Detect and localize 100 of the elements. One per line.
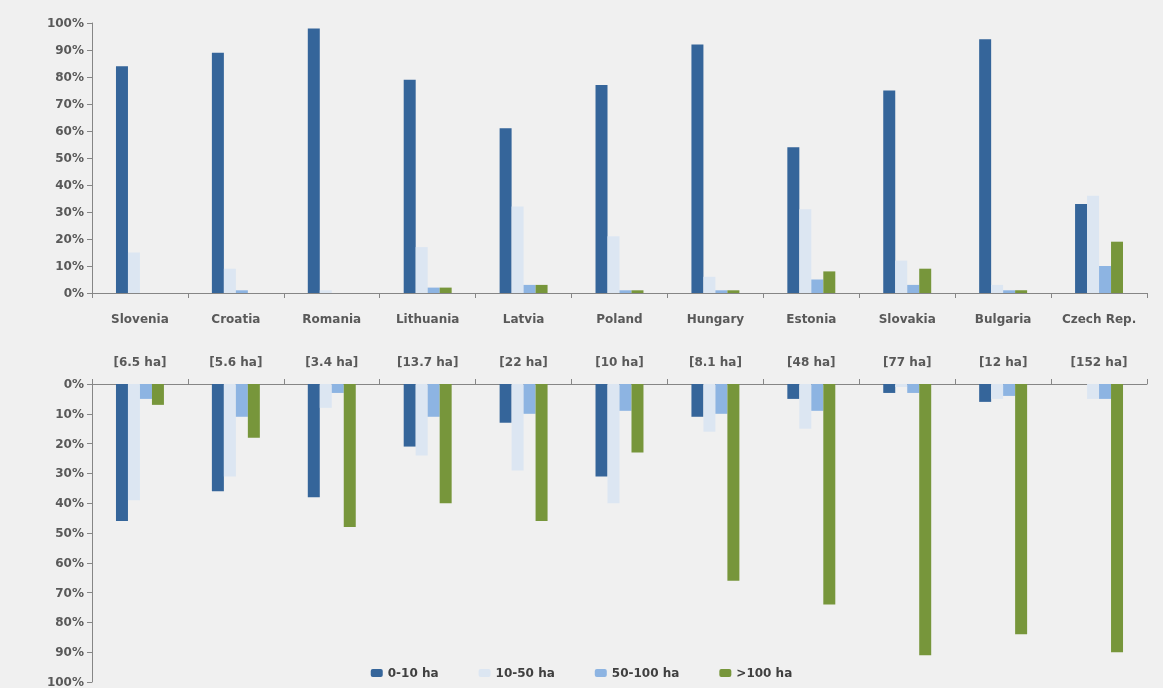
x-tick-label: Slovenia: [111, 312, 169, 326]
bar: [403, 384, 416, 447]
bar: [979, 39, 992, 293]
bar: [415, 247, 428, 293]
y-tick-label: 90%: [55, 43, 84, 57]
y-tick-label: 30%: [55, 205, 84, 219]
bar: [631, 384, 644, 453]
x-tick-label: [8.1 ha]: [688, 355, 742, 369]
bar: [235, 384, 248, 417]
bar: [427, 384, 440, 417]
bar: [1099, 266, 1112, 293]
bar: [991, 384, 1004, 399]
x-tick-label: [5.6 ha]: [209, 355, 263, 369]
bar: [619, 384, 632, 411]
bar: [895, 260, 908, 293]
y-tick-label: 0%: [63, 377, 84, 391]
bar: [1003, 384, 1016, 396]
bar: [727, 384, 740, 581]
bar: [1003, 290, 1016, 293]
bar: [799, 384, 812, 429]
legend-label: 50-100 ha: [611, 666, 680, 680]
bar: [1015, 384, 1028, 635]
bar: [211, 52, 224, 293]
x-tick-label: Latvia: [502, 312, 545, 326]
bar: [331, 384, 344, 393]
bar: [607, 236, 620, 293]
legend-label: 10-50 ha: [495, 666, 555, 680]
y-tick-label: 80%: [55, 70, 84, 84]
y-tick-label: 50%: [55, 151, 84, 165]
y-tick-label: 10%: [55, 259, 84, 273]
bar: [1087, 195, 1100, 293]
y-tick-label: 20%: [55, 232, 84, 246]
bar: [787, 384, 800, 399]
legend-label: 0-10 ha: [387, 666, 439, 680]
bar: [319, 384, 332, 408]
x-tick-label: [22 ha]: [499, 355, 548, 369]
bar: [127, 252, 140, 293]
bar: [787, 147, 800, 293]
bar: [907, 384, 920, 393]
bar: [235, 290, 248, 293]
bar: [499, 384, 512, 423]
bar: [811, 384, 824, 411]
y-tick-label: 20%: [55, 436, 84, 451]
bar: [883, 384, 896, 393]
bar: [1111, 384, 1124, 653]
x-tick-label: Bulgaria: [974, 312, 1032, 326]
y-tick-label: 0%: [63, 286, 84, 300]
bar: [439, 384, 452, 504]
bar: [1015, 290, 1028, 293]
y-tick-label: 10%: [55, 406, 84, 421]
y-tick-label: 90%: [55, 645, 84, 660]
y-tick-label: 30%: [55, 466, 84, 481]
x-tick-label: [12 ha]: [978, 355, 1028, 369]
y-tick-label: 100%: [46, 675, 84, 688]
x-tick-label: Czech Rep.: [1061, 312, 1137, 326]
bar: [619, 290, 632, 293]
x-tick-label: [152 ha]: [1070, 355, 1128, 369]
bar: [247, 384, 260, 438]
bar: [115, 384, 128, 522]
bar: [511, 206, 524, 293]
y-tick-label: 60%: [55, 124, 84, 138]
x-tick-label: [13.7 ha]: [396, 355, 459, 369]
bar: [415, 384, 428, 456]
bar: [919, 384, 932, 656]
x-tick-label: Poland: [596, 312, 643, 326]
bar: [1075, 203, 1088, 293]
bar: [523, 284, 536, 293]
x-tick-label: Lithuania: [395, 312, 460, 326]
x-tick-label: Romania: [302, 312, 362, 326]
bar: [883, 90, 896, 293]
bar: [439, 287, 452, 293]
bar: [727, 290, 740, 293]
x-tick-label: Slovakia: [878, 312, 936, 326]
y-tick-label: 80%: [55, 615, 84, 630]
bar: [1111, 241, 1124, 293]
bar: [1087, 384, 1100, 399]
bar: [595, 384, 608, 477]
legend-label: >100 ha: [736, 666, 793, 680]
bar: [703, 384, 716, 432]
y-tick-label: 50%: [55, 526, 84, 540]
x-tick-label: Croatia: [211, 312, 261, 326]
x-tick-label: [48 ha]: [787, 355, 836, 369]
y-tick-label: 70%: [55, 97, 84, 111]
bar: [307, 384, 320, 498]
x-tick-label: Estonia: [786, 312, 837, 326]
bar: [535, 384, 548, 522]
x-tick-label: [10 ha]: [595, 355, 644, 369]
bar: [115, 66, 128, 293]
y-tick-label: 40%: [55, 178, 84, 192]
bar: [631, 290, 644, 293]
y-tick-label: 60%: [55, 555, 84, 570]
x-tick-label: Hungary: [686, 312, 745, 326]
bar: [403, 79, 416, 293]
bar: [511, 384, 524, 471]
bar: [907, 284, 920, 293]
bar: [307, 28, 320, 293]
bar: [211, 384, 224, 492]
bar: [691, 44, 704, 293]
bar: [895, 384, 908, 387]
x-tick-label: [6.5 ha]: [113, 355, 167, 369]
